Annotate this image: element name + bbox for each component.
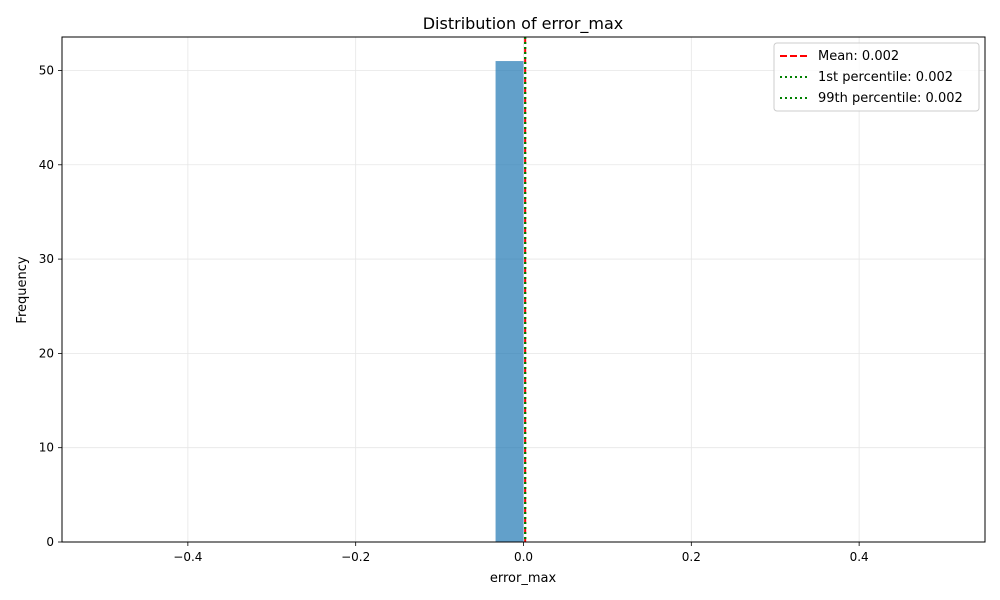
y-axis-ticks: 0 10 20 30 40 50 — [39, 63, 62, 549]
legend: Mean: 0.002 1st percentile: 0.002 99th per… — [773, 42, 980, 112]
y-tick-label: 30 — [39, 252, 54, 266]
legend-frame — [773, 42, 980, 112]
x-tick-label: −0.4 — [173, 550, 202, 564]
y-tick-label: 10 — [39, 441, 54, 455]
x-tick-label: 0.0 — [514, 550, 533, 564]
y-tick-label: 50 — [39, 63, 54, 77]
y-tick-label: 20 — [39, 346, 54, 360]
bars — [495, 61, 524, 543]
x-axis-ticks: −0.4 −0.2 0.0 0.2 0.4 — [173, 542, 869, 564]
legend-label: Mean: 0.002 — [818, 49, 899, 64]
chart-title: Distribution of error_max — [423, 14, 624, 34]
legend-label: 99th percentile: 0.002 — [818, 91, 963, 106]
y-tick-label: 40 — [39, 158, 54, 172]
y-tick-label: 0 — [46, 535, 54, 549]
legend-items: Mean: 0.002 1st percentile: 0.002 99th per… — [780, 49, 963, 106]
x-tick-label: 0.4 — [850, 550, 869, 564]
x-axis-label: error_max — [490, 571, 557, 586]
x-tick-label: −0.2 — [341, 550, 370, 564]
histogram-bar — [495, 61, 524, 543]
x-tick-label: 0.2 — [682, 550, 701, 564]
y-axis-label: Frequency — [15, 256, 30, 323]
legend-label: 1st percentile: 0.002 — [818, 70, 953, 85]
